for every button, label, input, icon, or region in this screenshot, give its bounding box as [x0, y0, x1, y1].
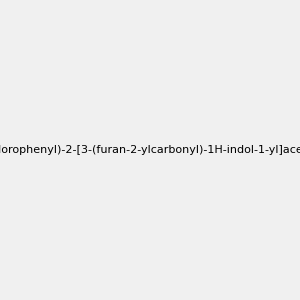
Text: N-(4-chlorophenyl)-2-[3-(furan-2-ylcarbonyl)-1H-indol-1-yl]acetamide: N-(4-chlorophenyl)-2-[3-(furan-2-ylcarbo…	[0, 145, 300, 155]
